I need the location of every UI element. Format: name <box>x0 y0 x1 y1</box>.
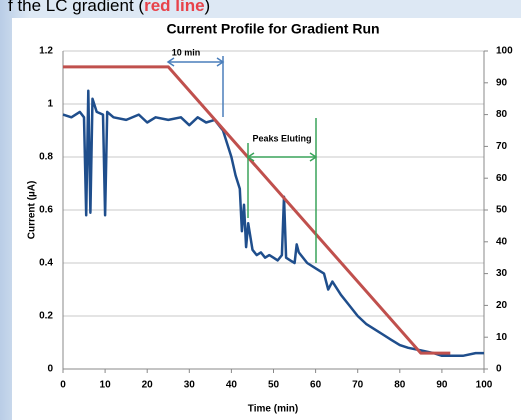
y-tick-label: 1 <box>47 99 53 110</box>
x-tick-label: 70 <box>352 380 364 391</box>
x-tick-label: 10 <box>100 380 112 391</box>
y2-tick-label: 70 <box>496 141 508 152</box>
y-tick-label: 0.6 <box>39 205 53 216</box>
x-tick-label: 40 <box>226 380 238 391</box>
y2-tick-label: 90 <box>496 77 508 88</box>
annotation: 10 min <box>172 47 201 57</box>
y2-tick-label: 0 <box>496 364 502 375</box>
y2-tick-label: 100 <box>496 46 513 57</box>
x-tick-label: 90 <box>436 380 448 391</box>
y2-tick-label: 10 <box>496 332 508 343</box>
annotation-peaks <box>246 118 318 263</box>
y2-tick-label: 30 <box>496 268 508 279</box>
caption-text: ) <box>205 0 211 15</box>
x-tick-label: 80 <box>394 380 406 391</box>
x-tick-label: 50 <box>268 380 280 391</box>
y-tick-label: 1.2 <box>39 46 53 57</box>
y2-tick-label: 60 <box>496 173 508 184</box>
x-tick-label: 0 <box>60 380 66 391</box>
y2-tick-label: 80 <box>496 109 508 120</box>
y-axis-label: Current (µA) <box>27 181 38 240</box>
series-line <box>63 65 451 355</box>
y2-tick-label: 40 <box>496 236 508 247</box>
x-tick-label: 30 <box>184 380 196 391</box>
y2-tick-label: 20 <box>496 300 508 311</box>
series-line <box>62 89 484 358</box>
annotation: Peaks Eluting <box>252 133 311 143</box>
y-tick-label: 0 <box>47 364 53 375</box>
y-tick-label: 0.4 <box>39 258 53 269</box>
y-tick-label: 0.8 <box>39 152 53 163</box>
chart-background <box>12 18 521 420</box>
y-tick-label: 0.2 <box>39 311 53 322</box>
x-axis-label: Time (min) <box>248 404 298 415</box>
caption-highlight: red line <box>144 0 204 15</box>
caption-text: f the LC gradient ( <box>8 0 144 15</box>
y2-tick-label: 50 <box>496 205 508 216</box>
x-tick-label: 60 <box>310 380 322 391</box>
annotation-10min <box>166 56 225 117</box>
x-tick-label: 100 <box>476 380 493 391</box>
chart-title: Current Profile for Gradient Run <box>166 21 379 37</box>
x-tick-label: 20 <box>142 380 154 391</box>
caption: f the LC gradient (red line) <box>8 0 210 15</box>
plot-area: 00.20.40.60.811.201020304050607080901000… <box>39 46 513 391</box>
